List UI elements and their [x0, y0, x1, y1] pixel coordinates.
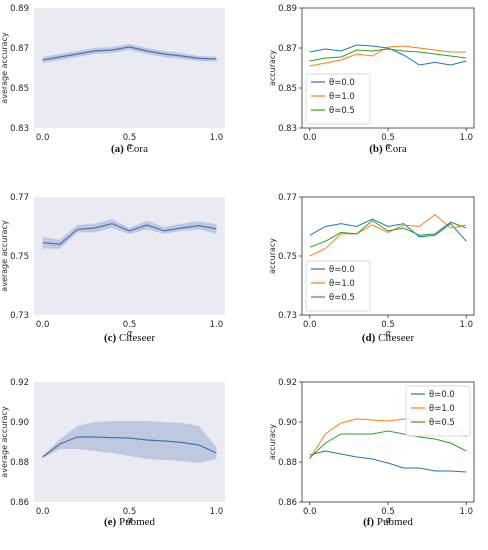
y-tick-label: 0.75 [278, 252, 297, 262]
x-tick-label: 0.5 [381, 320, 395, 330]
legend-label: θ=1.0 [429, 404, 455, 414]
caption: (d) Citeseer [362, 332, 415, 344]
chart-panel-d: 0.73 0.75 0.77 0.0 0.5 1.0 α accuracy θ=0.0 θ=1.0… [268, 193, 475, 344]
x-tick-label: 1.0 [459, 133, 473, 143]
y-axis-label: accuracy [268, 238, 277, 274]
legend-box [305, 260, 371, 312]
y-tick-label: 0.83 [278, 124, 297, 134]
x-tick-label: 0.5 [381, 133, 395, 143]
x-tick-label: 0.0 [303, 133, 317, 143]
x-tick-label: 0.0 [36, 320, 50, 330]
y-tick-label: 0.89 [10, 4, 29, 14]
y-tick-label: 0.75 [10, 252, 29, 262]
confidence-band [42, 219, 217, 249]
caption-label: (f) [363, 516, 374, 528]
x-tick-label: 1.0 [459, 320, 473, 330]
legend: θ=0.0 θ=1.0 θ=0.5 [405, 385, 471, 437]
y-tick-label: 0.89 [278, 4, 297, 14]
chart-panel-c: 0.73 0.75 0.77 0.0 0.5 1.0 α average accuracy (c… [0, 193, 225, 344]
plot-area [34, 197, 225, 315]
x-tick-label: 0.5 [123, 133, 137, 143]
mean-line [42, 222, 217, 245]
caption: (b) Cora [369, 143, 407, 155]
y-tick-label: 0.85 [278, 84, 297, 94]
chart-panel-f: 0.860.880.900.920.0 0.5 1.0αaccuracyθ=0.0θ… [268, 378, 475, 528]
y-tick-label: 0.92 [278, 378, 297, 388]
caption-text: Cora [124, 143, 148, 155]
caption: (c) Citeseer [104, 332, 155, 344]
x-tick-label: 1.0 [210, 507, 224, 517]
legend-label: θ=0.0 [329, 265, 355, 275]
legend: θ=0.0 θ=1.0 θ=0.5 [305, 260, 371, 312]
legend-label: θ=0.5 [429, 418, 455, 428]
legend-label: θ=1.0 [329, 279, 355, 289]
legend: θ=0.0 θ=1.0 θ=0.5 [305, 73, 371, 125]
y-axis-label: average accuracy [0, 32, 9, 104]
caption-label: (b) [369, 143, 383, 155]
x-tick-label: 1.0 [210, 320, 224, 330]
caption: (a) Cora [111, 143, 148, 155]
x-tick-label: 0.0 [36, 133, 50, 143]
legend-label: θ=0.5 [329, 106, 355, 116]
x-axis-label: α [385, 142, 391, 152]
y-tick-label: 0.87 [10, 44, 29, 54]
legend-label: θ=1.0 [329, 92, 355, 102]
caption: (f) Pubmed [363, 516, 413, 528]
x-axis-label: α [127, 516, 133, 526]
x-tick-label: 0.0 [303, 507, 317, 517]
x-axis-label: α [127, 142, 133, 152]
x-axis-label: α [385, 329, 391, 339]
confidence-band [42, 421, 217, 463]
chart-panel-a: 0.83 0.85 0.87 0.89 0.0 0.5 1.0 α average accura… [0, 4, 225, 155]
y-tick-label: 0.92 [10, 378, 29, 388]
y-tick-label: 0.90 [10, 418, 29, 428]
y-tick-label: 0.88 [278, 458, 297, 468]
legend-box [405, 385, 471, 437]
legend-label: θ=0.5 [329, 293, 355, 303]
y-tick-label: 0.73 [278, 311, 297, 321]
y-axis-label: average accuracy [0, 220, 9, 292]
x-tick-label: 0.5 [381, 507, 395, 517]
caption-text: Citeseer [375, 332, 414, 344]
x-axis-label: α [385, 516, 391, 526]
y-axis-label: average accuracy [0, 406, 9, 478]
caption-text: Cora [383, 143, 407, 155]
x-axis-label: α [127, 329, 133, 339]
y-tick-label: 0.87 [278, 44, 297, 54]
caption-text: Citeseer [116, 332, 155, 344]
legend-label: θ=0.0 [429, 390, 455, 400]
x-tick-label: 0.0 [303, 320, 317, 330]
caption: (e) Pubmed [104, 516, 156, 528]
x-tick-label: 0.5 [123, 320, 137, 330]
caption-label: (e) [104, 516, 117, 528]
legend-box [305, 73, 371, 125]
caption-text: Pubmed [374, 516, 413, 528]
y-tick-label: 0.77 [278, 193, 297, 203]
y-axis-label: accuracy [268, 50, 277, 86]
series-line-2 [309, 219, 467, 248]
caption-label: (a) [111, 143, 124, 155]
caption-label: (c) [104, 332, 117, 344]
plot-area [34, 8, 225, 128]
y-axis-label: accuracy [268, 424, 277, 460]
x-tick-label: 1.0 [459, 507, 473, 517]
x-tick-label: 0.5 [123, 507, 137, 517]
caption-text: Pubmed [116, 516, 155, 528]
chart-panel-e: 0.86 0.88 0.90 0.92 0.0 0.5 1.0 α average accura… [0, 378, 225, 528]
caption-label: (d) [362, 332, 376, 344]
x-tick-label: 0.0 [36, 507, 50, 517]
y-tick-label: 0.73 [10, 311, 29, 321]
y-tick-label: 0.86 [278, 498, 297, 508]
y-tick-label: 0.88 [10, 458, 29, 468]
y-tick-label: 0.83 [10, 124, 29, 134]
y-tick-label: 0.77 [10, 193, 29, 203]
legend-label: θ=0.0 [329, 78, 355, 88]
y-tick-label: 0.86 [10, 498, 29, 508]
y-tick-label: 0.85 [10, 84, 29, 94]
y-tick-label: 0.90 [278, 418, 297, 428]
x-tick-label: 1.0 [210, 133, 224, 143]
